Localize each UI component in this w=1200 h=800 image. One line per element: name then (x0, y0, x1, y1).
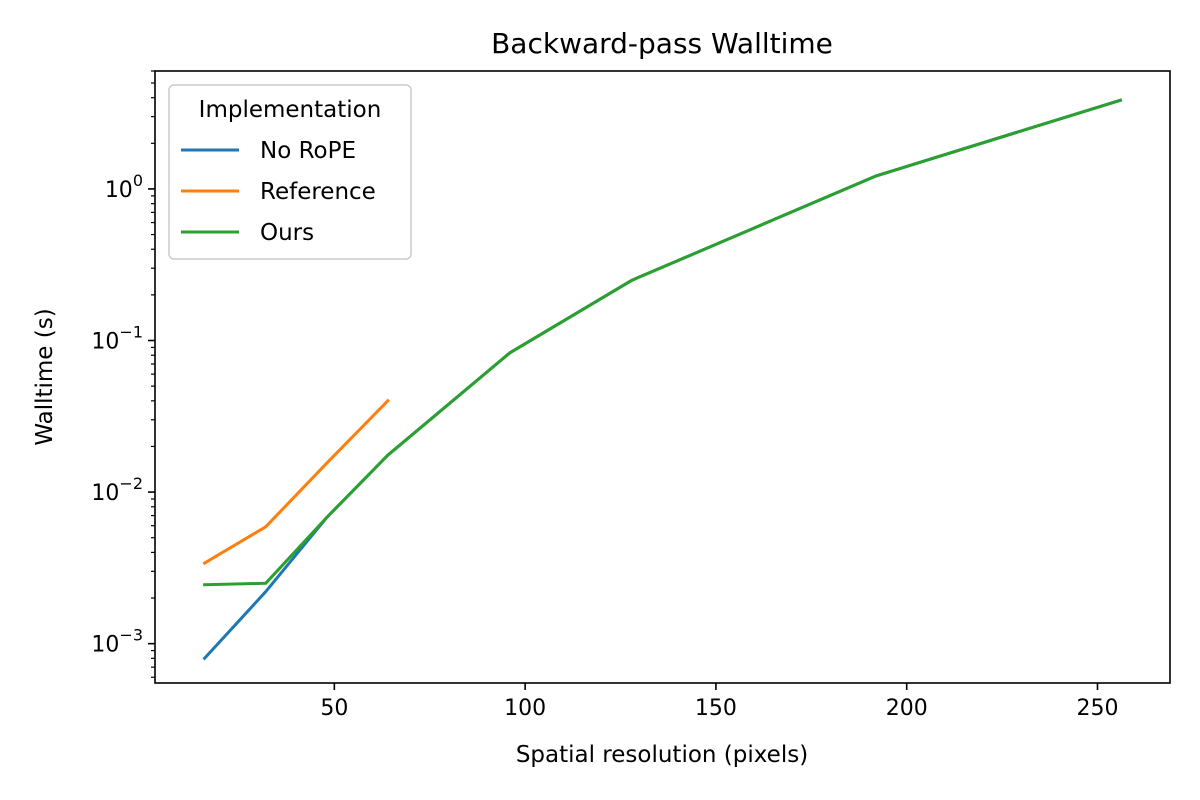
x-tick-label-2: 150 (695, 696, 737, 721)
y-tick-label-3: 100 (105, 171, 143, 203)
x-tick-label-1: 100 (504, 696, 546, 721)
legend-title: Implementation (199, 97, 382, 123)
y-axis: 10−3 10−2 10−1 100 (91, 70, 155, 678)
series-line-2 (203, 98, 1123, 587)
x-axis-label: Spatial resolution (pixels) (516, 742, 808, 768)
legend: Implementation No RoPE Reference Ours (168, 84, 412, 260)
plot-area (202, 98, 1123, 661)
y-axis-label: Walltime (s) (32, 308, 58, 445)
y-tick-label-2: 10−1 (91, 323, 143, 355)
legend-label-2: Ours (260, 220, 314, 246)
plot-frame (154, 70, 1171, 684)
y-tick-label-1: 10−2 (91, 474, 143, 506)
series-line-1 (202, 398, 390, 566)
x-axis: 50 100 150 200 250 (320, 683, 1119, 721)
x-tick-label-4: 250 (1077, 696, 1119, 721)
x-tick-label-0: 50 (320, 696, 348, 721)
legend-label-0: No RoPE (260, 138, 356, 164)
y-tick-label-0: 10−3 (91, 626, 143, 658)
legend-label-1: Reference (260, 179, 376, 205)
chart-title: Backward-pass Walltime (491, 27, 833, 60)
legend-box (168, 84, 412, 260)
x-tick-label-3: 200 (886, 696, 928, 721)
